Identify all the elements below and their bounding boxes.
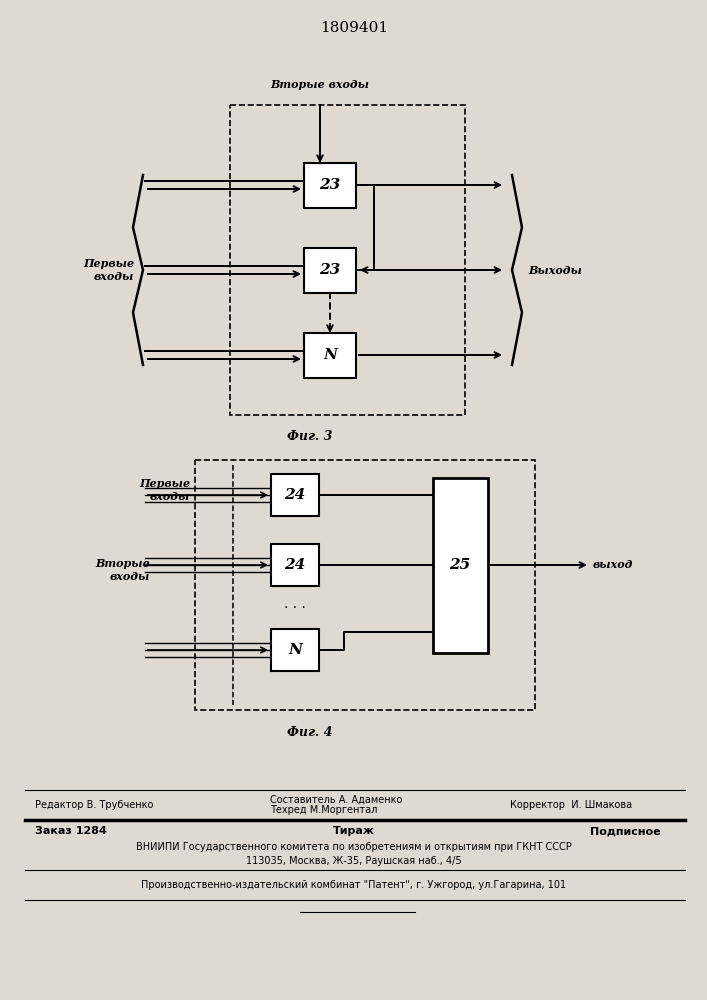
Text: Техред М.Моргентал: Техред М.Моргентал bbox=[270, 805, 378, 815]
Text: ВНИИПИ Государственного комитета по изобретениям и открытиям при ГКНТ СССР: ВНИИПИ Государственного комитета по изоб… bbox=[136, 842, 572, 852]
Text: Производственно-издательский комбинат "Патент", г. Ужгород, ул.Гагарина, 101: Производственно-издательский комбинат "П… bbox=[141, 880, 566, 890]
Text: 24: 24 bbox=[284, 558, 305, 572]
Bar bbox=[271, 629, 319, 671]
Bar bbox=[304, 162, 356, 208]
Bar bbox=[304, 247, 356, 292]
Text: Первые
входы: Первые входы bbox=[83, 258, 134, 282]
Text: 113035, Москва, Ж-35, Раушская наб., 4/5: 113035, Москва, Ж-35, Раушская наб., 4/5 bbox=[246, 856, 462, 866]
Text: Вторые
входы: Вторые входы bbox=[95, 558, 150, 582]
Text: Фиг. 4: Фиг. 4 bbox=[287, 726, 333, 738]
Text: 23: 23 bbox=[320, 178, 341, 192]
Text: · · ·: · · · bbox=[284, 600, 306, 614]
Text: 23: 23 bbox=[320, 263, 341, 277]
Text: Фиг. 3: Фиг. 3 bbox=[287, 430, 333, 444]
Text: N: N bbox=[323, 348, 337, 362]
Bar bbox=[271, 544, 319, 586]
Text: 24: 24 bbox=[284, 488, 305, 502]
Text: N: N bbox=[288, 643, 302, 657]
Text: Составитель А. Адаменко: Составитель А. Адаменко bbox=[270, 795, 402, 805]
Text: Вторые входы: Вторые входы bbox=[271, 79, 370, 90]
Text: Корректор  И. Шмакова: Корректор И. Шмакова bbox=[510, 800, 632, 810]
Text: выход: выход bbox=[593, 560, 633, 570]
Text: Редактор В. Трубченко: Редактор В. Трубченко bbox=[35, 800, 153, 810]
Text: Подписное: Подписное bbox=[590, 826, 660, 836]
Bar bbox=[230, 105, 465, 415]
Bar bbox=[433, 478, 488, 653]
Text: Первые
входы: Первые входы bbox=[139, 478, 190, 502]
Text: Выходы: Выходы bbox=[528, 264, 582, 275]
Text: Тираж: Тираж bbox=[333, 826, 375, 836]
Bar bbox=[271, 474, 319, 516]
Text: 25: 25 bbox=[450, 558, 471, 572]
Bar bbox=[304, 332, 356, 377]
Text: 1809401: 1809401 bbox=[320, 21, 388, 35]
Bar bbox=[195, 460, 535, 710]
Text: Заказ 1284: Заказ 1284 bbox=[35, 826, 107, 836]
